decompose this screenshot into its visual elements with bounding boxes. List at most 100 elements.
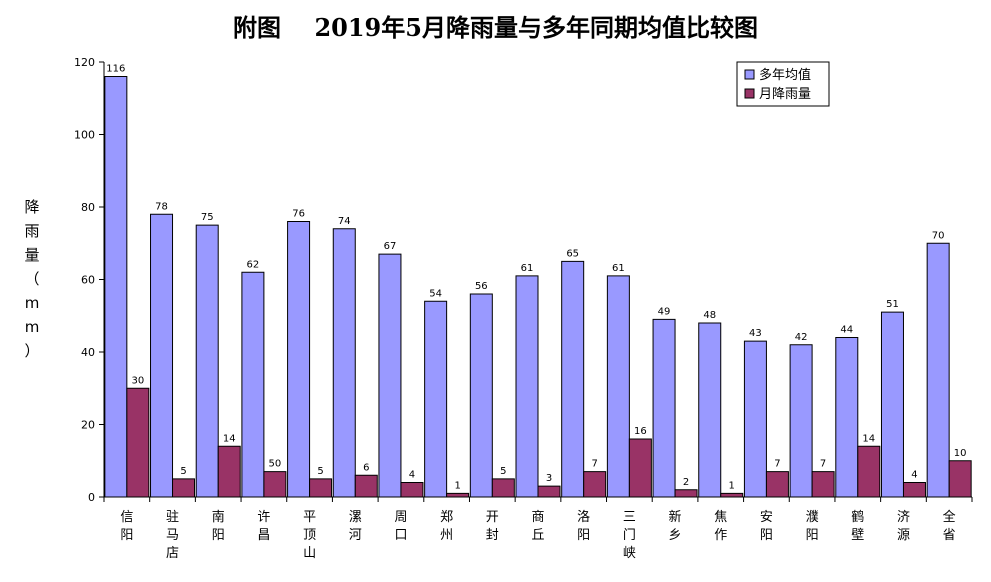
data-label: 67: [384, 241, 397, 252]
bar-avg: [424, 300, 448, 498]
bar-avg: [195, 224, 219, 498]
data-label: 49: [658, 306, 671, 317]
bar-avg: [880, 311, 904, 498]
bar-rain: [263, 471, 287, 498]
data-label: 54: [429, 288, 442, 299]
y-axis-label-char: 量: [24, 246, 40, 264]
bar-avg: [789, 344, 813, 498]
legend-box: [736, 61, 830, 107]
y-axis-label: 降雨量 （ m m ）: [18, 195, 46, 363]
category-label: 全省: [943, 509, 956, 543]
legend-swatch: [744, 88, 755, 99]
bar-avg: [241, 271, 265, 498]
bar-rain: [172, 478, 196, 498]
category-label: 南阳: [212, 509, 225, 543]
y-tick-label: 0: [88, 491, 95, 504]
data-label: 16: [634, 426, 647, 437]
category-label: 安阳: [760, 510, 773, 543]
bar-rain: [446, 492, 470, 498]
bar-avg: [287, 221, 311, 498]
bar-rain: [583, 471, 607, 498]
bar-rain: [400, 482, 424, 498]
bar-avg: [835, 337, 859, 498]
bar-rain: [628, 438, 652, 498]
data-label: 4: [911, 470, 917, 481]
bar-avg: [926, 242, 950, 498]
data-label: 5: [180, 466, 186, 477]
bar-rain: [948, 460, 972, 498]
category-label: 郑州: [440, 510, 453, 543]
y-axis-label-char: m: [24, 294, 40, 312]
bar-rain: [902, 482, 926, 498]
y-axis-label-char: （: [24, 270, 40, 288]
data-label: 43: [749, 328, 762, 339]
bar-avg: [606, 275, 630, 498]
chart-title: 附图 2019年5月降雨量与多年同期均值比较图: [233, 13, 758, 42]
bar-avg: [515, 275, 539, 498]
bar-rain: [765, 471, 789, 498]
data-label: 7: [591, 459, 597, 470]
category-label: 信阳: [120, 510, 133, 543]
y-tick-label: 80: [81, 201, 95, 214]
category-label: 济源: [897, 510, 910, 543]
data-label: 61: [612, 263, 625, 274]
y-tick-label: 120: [74, 56, 95, 69]
y-tick-label: 100: [74, 129, 95, 142]
bar-rain: [537, 485, 561, 498]
y-axis-label-char: m: [24, 318, 40, 336]
category-label: 驻马店: [166, 510, 179, 561]
data-label: 3: [546, 473, 552, 484]
data-label: 7: [820, 459, 826, 470]
data-label: 30: [131, 375, 144, 386]
bar-rain: [126, 387, 150, 498]
category-label: 新乡: [669, 509, 682, 543]
bar-avg: [332, 228, 356, 498]
legend-swatch: [744, 69, 755, 80]
y-tick-label: 40: [81, 346, 95, 359]
bar-avg: [378, 253, 402, 498]
data-label: 56: [475, 281, 488, 292]
category-label: 商丘: [531, 510, 544, 543]
data-label: 10: [954, 448, 967, 459]
data-label: 44: [840, 325, 853, 336]
data-label: 116: [106, 64, 125, 75]
y-axis-label-char: ）: [24, 342, 40, 360]
y-tick-label: 20: [81, 419, 95, 432]
bar-rain: [491, 478, 515, 498]
category-label: 许昌: [257, 510, 270, 543]
bar-rain: [674, 489, 698, 498]
y-tick-label: 60: [81, 274, 95, 287]
data-label: 6: [363, 462, 369, 473]
legend-label: 月降雨量: [759, 87, 811, 102]
data-label: 7: [774, 459, 780, 470]
data-label: 14: [862, 433, 875, 444]
category-label: 周口: [394, 510, 407, 543]
data-label: 2: [683, 477, 689, 488]
data-label: 74: [338, 216, 351, 227]
bar-rain: [217, 445, 241, 498]
bar-avg: [104, 76, 128, 498]
bar-avg: [150, 213, 174, 498]
bar-rain: [811, 471, 835, 498]
bar-avg: [469, 293, 493, 498]
data-label: 14: [223, 433, 236, 444]
data-label: 76: [292, 209, 305, 220]
data-label: 61: [521, 263, 534, 274]
data-label: 1: [454, 480, 460, 491]
bar-avg: [561, 260, 585, 498]
category-label: 平顶山: [303, 510, 316, 561]
y-axis-label-char: 雨: [24, 222, 40, 240]
data-label: 5: [500, 466, 506, 477]
bar-rain: [354, 474, 378, 498]
category-label: 濮阳: [806, 510, 819, 543]
bar-rain: [309, 478, 333, 498]
category-label: 焦作: [714, 510, 727, 543]
data-label: 1: [729, 480, 735, 491]
data-label: 70: [932, 230, 945, 241]
bar-avg: [652, 318, 676, 498]
data-label: 4: [409, 470, 415, 481]
